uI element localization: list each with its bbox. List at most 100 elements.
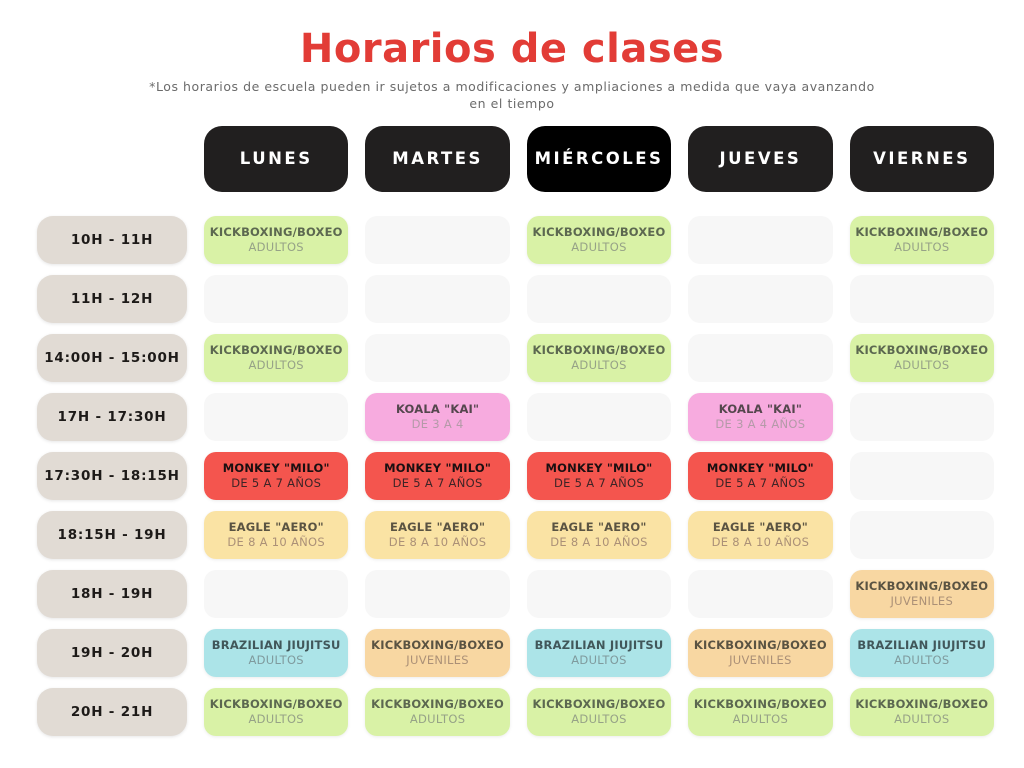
class-card-title: BRAZILIAN JIUJITSU: [534, 637, 664, 652]
class-card-title: KOALA "KAI": [395, 401, 480, 416]
class-card-title: KICKBOXING/BOXEO: [209, 342, 343, 357]
class-card-subtitle: ADULTOS: [248, 711, 304, 726]
class-card-subtitle: ADULTOS: [732, 711, 789, 726]
class-card: KICKBOXING/BOXEO JUVENILES: [365, 628, 510, 677]
class-card: BRAZILIAN JIUJITSU ADULTOS: [204, 628, 349, 677]
class-card-title: KICKBOXING/BOXEO: [855, 342, 989, 357]
class-card: EAGLE "AERO" DE 8 A 10 AÑOS: [365, 510, 510, 559]
time-slot-label: 18H - 19H: [37, 569, 187, 618]
empty-slot: [688, 333, 833, 382]
class-card-subtitle: DE 5 A 7 AÑOS: [231, 475, 322, 490]
class-card: KICKBOXING/BOXEO JUVENILES: [688, 628, 833, 677]
empty-slot: [204, 569, 349, 618]
class-card-subtitle: ADULTOS: [409, 711, 466, 726]
empty-slot: [688, 215, 833, 264]
class-card-title: KOALA "KAI": [718, 401, 803, 416]
empty-slot: [204, 274, 349, 323]
class-card-subtitle: ADULTOS: [571, 711, 627, 726]
class-card-title: KICKBOXING/BOXEO: [532, 342, 666, 357]
time-slot-label: 17H - 17:30H: [37, 392, 187, 441]
class-card: KOALA "KAI" DE 3 A 4: [365, 392, 510, 441]
empty-slot: [365, 569, 510, 618]
class-card-subtitle: DE 8 A 10 AÑOS: [711, 534, 810, 549]
class-card-subtitle: ADULTOS: [248, 357, 304, 372]
class-card-title: KICKBOXING/BOXEO: [209, 696, 343, 711]
class-card: KICKBOXING/BOXEO ADULTOS: [849, 333, 994, 382]
class-card-title: MONKEY "MILO": [545, 460, 653, 475]
empty-slot: [526, 274, 672, 323]
day-header-jueves: JUEVES: [688, 125, 833, 192]
class-card-subtitle: JUVENILES: [729, 652, 792, 667]
class-card-title: KICKBOXING/BOXEO: [371, 637, 505, 652]
class-card-title: BRAZILIAN JIUJITSU: [857, 637, 987, 652]
class-card: MONKEY "MILO" DE 5 A 7 AÑOS: [688, 451, 833, 500]
class-card-subtitle: JUVENILES: [406, 652, 469, 667]
class-card: KICKBOXING/BOXEO ADULTOS: [526, 215, 672, 264]
class-card-title: MONKEY "MILO": [384, 460, 492, 475]
page-title: Horarios de clases: [299, 26, 725, 72]
class-card: KICKBOXING/BOXEO ADULTOS: [365, 687, 510, 736]
time-slot-label: 14:00H - 15:00H: [37, 333, 187, 382]
class-card-subtitle: DE 8 A 10 AÑOS: [227, 534, 325, 549]
day-header-lunes: LUNES: [204, 125, 349, 192]
empty-slot: [688, 274, 833, 323]
class-card-title: EAGLE "AERO": [551, 519, 647, 534]
class-card-subtitle: DE 3 A 4: [411, 416, 464, 431]
class-card-title: KICKBOXING/BOXEO: [209, 224, 343, 239]
empty-slot: [849, 392, 994, 441]
class-card-subtitle: ADULTOS: [571, 239, 627, 254]
class-card: KICKBOXING/BOXEO ADULTOS: [204, 215, 349, 264]
class-card-subtitle: DE 5 A 7 AÑOS: [554, 475, 644, 490]
page-subtitle: *Los horarios de escuela pueden ir sujet…: [149, 79, 875, 111]
class-card-title: KICKBOXING/BOXEO: [532, 696, 666, 711]
class-card-title: KICKBOXING/BOXEO: [693, 696, 827, 711]
empty-slot: [849, 451, 994, 500]
class-card: KICKBOXING/BOXEO ADULTOS: [526, 687, 672, 736]
class-card: KICKBOXING/BOXEO ADULTOS: [204, 333, 349, 382]
empty-slot: [204, 392, 349, 441]
class-card-subtitle: ADULTOS: [248, 652, 304, 667]
class-card-subtitle: ADULTOS: [894, 239, 950, 254]
time-slot-label: 18:15H - 19H: [37, 510, 187, 559]
time-slot-label: 11H - 12H: [37, 274, 187, 323]
class-card-subtitle: DE 5 A 7 AÑOS: [715, 475, 806, 490]
class-card: EAGLE "AERO" DE 8 A 10 AÑOS: [204, 510, 349, 559]
empty-slot: [365, 274, 510, 323]
empty-slot: [365, 215, 510, 264]
schedule-grid: LUNES MARTES MIÉRCOLES JUEVES VIERNES 10H - 1…: [0, 113, 1024, 736]
day-header-martes: MARTES: [365, 125, 510, 192]
class-card: KICKBOXING/BOXEO JUVENILES: [849, 569, 994, 618]
class-card-subtitle: ADULTOS: [894, 652, 950, 667]
page-header: Horarios de clases *Los horarios de escu…: [0, 26, 1024, 113]
time-slot-label: 20H - 21H: [37, 687, 187, 736]
empty-slot: [365, 333, 510, 382]
empty-slot: [849, 274, 994, 323]
class-card-title: MONKEY "MILO": [222, 460, 330, 475]
class-card-title: KICKBOXING/BOXEO: [855, 578, 989, 593]
class-card-subtitle: DE 5 A 7 AÑOS: [392, 475, 483, 490]
day-header-mircoles: MIÉRCOLES: [526, 125, 672, 192]
class-card-title: KICKBOXING/BOXEO: [855, 224, 989, 239]
class-card-title: MONKEY "MILO": [706, 460, 814, 475]
class-card-title: EAGLE "AERO": [228, 519, 324, 534]
class-card-title: KICKBOXING/BOXEO: [371, 696, 505, 711]
class-card-subtitle: JUVENILES: [890, 593, 954, 608]
class-card-subtitle: DE 8 A 10 AÑOS: [550, 534, 648, 549]
class-card: KICKBOXING/BOXEO ADULTOS: [204, 687, 349, 736]
class-card-subtitle: ADULTOS: [571, 357, 627, 372]
class-card-title: KICKBOXING/BOXEO: [532, 224, 666, 239]
empty-slot: [688, 569, 833, 618]
class-card-subtitle: ADULTOS: [248, 239, 304, 254]
time-slot-label: 10H - 11H: [37, 215, 187, 264]
class-card-subtitle: ADULTOS: [571, 652, 627, 667]
class-card: MONKEY "MILO" DE 5 A 7 AÑOS: [526, 451, 672, 500]
class-card: MONKEY "MILO" DE 5 A 7 AÑOS: [204, 451, 349, 500]
class-card: KICKBOXING/BOXEO ADULTOS: [526, 333, 672, 382]
class-card-title: BRAZILIAN JIUJITSU: [211, 637, 341, 652]
class-card-subtitle: DE 3 A 4 AÑOS: [715, 416, 806, 431]
class-card: BRAZILIAN JIUJITSU ADULTOS: [849, 628, 994, 677]
class-card: KICKBOXING/BOXEO ADULTOS: [849, 687, 994, 736]
class-card: MONKEY "MILO" DE 5 A 7 AÑOS: [365, 451, 510, 500]
class-card-subtitle: ADULTOS: [894, 711, 950, 726]
